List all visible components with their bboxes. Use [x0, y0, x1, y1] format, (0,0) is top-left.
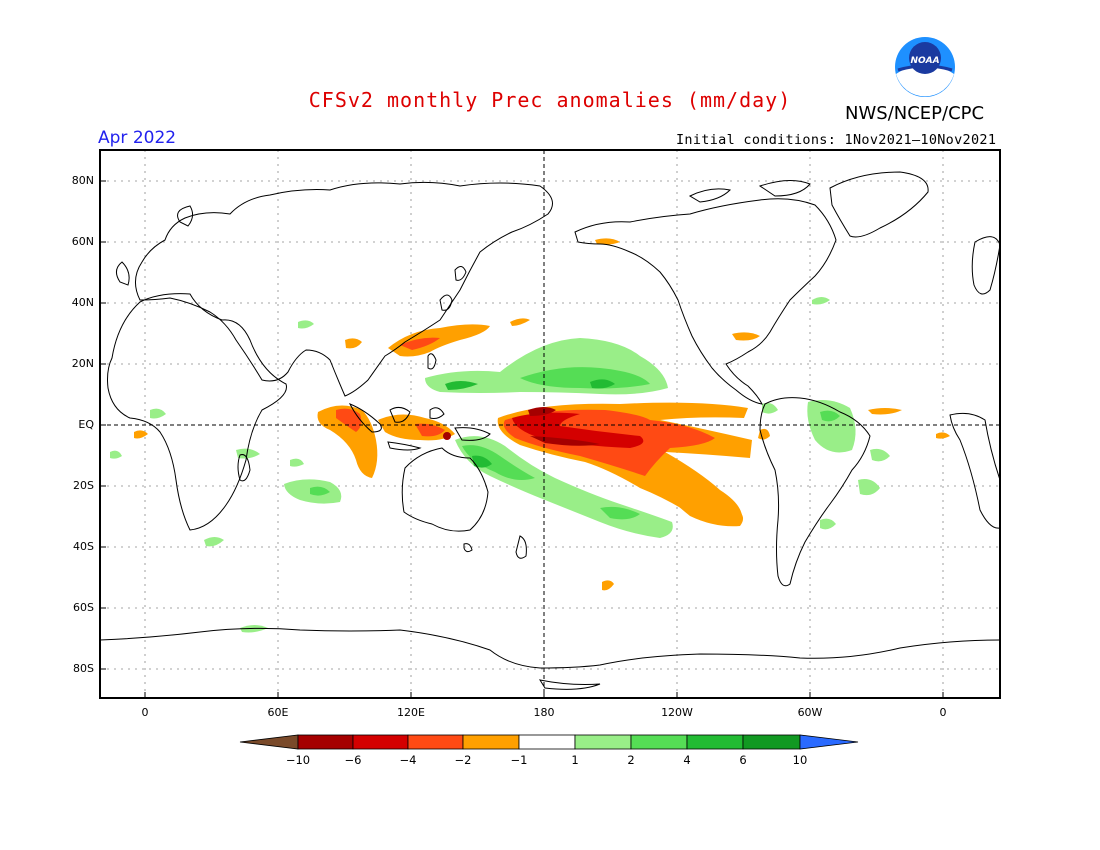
colorbar-label: −4	[399, 753, 417, 767]
lat-label: EQ	[78, 418, 94, 431]
map-title: CFSv2 monthly Prec anomalies (mm/day)	[308, 88, 792, 112]
wet-anomaly-n-pacific-core	[520, 367, 650, 389]
lat-label: 40N	[71, 296, 94, 309]
colorbar-bin-3	[407, 734, 464, 750]
lat-label: 80S	[73, 662, 94, 675]
positive-anomalies	[110, 297, 890, 633]
lat-label: 80N	[71, 174, 94, 187]
colorbar-above-max	[799, 734, 859, 750]
colorbar-label: −6	[344, 753, 362, 767]
antarctica-outline	[100, 627, 1000, 669]
organization-label: NWS/NCEP/CPC	[845, 103, 985, 124]
lat-label: 20N	[71, 357, 94, 370]
dry-anomaly-wn-pacific	[388, 324, 490, 357]
dry-anomaly-indian-ocean-core	[336, 408, 362, 432]
colorbar-bin-1	[297, 734, 354, 750]
colorbar-bin-2	[352, 734, 409, 750]
africa-outline	[107, 293, 287, 531]
colorbar-bin-8	[686, 734, 744, 750]
colorbar-label: −10	[285, 753, 311, 767]
dry-anomaly-core-m10	[528, 407, 600, 446]
colorbar-bin-6	[574, 734, 632, 750]
lat-label: 60N	[71, 235, 94, 248]
lat-label: 20S	[73, 479, 94, 492]
colorbar-label: 10	[792, 753, 808, 767]
valid-month: Apr 2022	[98, 128, 177, 148]
dry-anomaly-gulf	[732, 332, 760, 341]
noaa-logo: NOAA	[895, 37, 955, 97]
south-america-outline	[759, 397, 871, 587]
lon-label: 60W	[797, 706, 823, 719]
lon-label: 60E	[267, 706, 289, 719]
lon-label: 120E	[397, 706, 425, 719]
noaa-logo-text: NOAA	[910, 56, 939, 66]
wet-anomaly-spcz-core	[462, 445, 535, 480]
initial-conditions: Initial conditions: 1Nov2021—10Nov2021	[676, 132, 997, 148]
lon-label: 0	[141, 706, 149, 719]
eurasia-outline	[135, 181, 553, 397]
colorbar-bin-7	[630, 734, 688, 750]
colorbar-bin-9	[742, 734, 801, 750]
colorbar-label: −1	[510, 753, 528, 767]
colorbar-label: 1	[571, 753, 579, 767]
dry-anomaly-se-pacific	[660, 488, 744, 527]
dry-anomaly-maritime-core	[415, 423, 445, 437]
colorbar-bin-5	[518, 734, 576, 750]
coastlines	[100, 171, 1000, 690]
australia-outline	[401, 447, 489, 532]
north-america-outline	[574, 198, 837, 405]
colorbar-label: −2	[454, 753, 472, 767]
colorbar-bin-4	[462, 734, 520, 750]
lon-label: 0	[939, 706, 947, 719]
dry-anomaly-core-m6	[512, 412, 644, 448]
dry-anomaly-wn-pacific-core	[400, 337, 440, 350]
negative-anomalies	[134, 238, 950, 591]
tick-marks	[100, 180, 944, 698]
colorbar-below-min	[239, 734, 299, 750]
colorbar	[239, 734, 859, 750]
lon-label: 180	[533, 706, 555, 719]
dry-anomaly-indian-ocean	[317, 405, 378, 478]
colorbar-label: 2	[627, 753, 635, 767]
colorbar-label: 6	[739, 753, 747, 767]
lat-label: 40S	[73, 540, 94, 553]
lon-label: 120W	[661, 706, 693, 719]
plot-frame	[99, 149, 1001, 699]
greenland-outline	[829, 171, 929, 238]
colorbar-label: 4	[683, 753, 691, 767]
lat-label: 60S	[73, 601, 94, 614]
